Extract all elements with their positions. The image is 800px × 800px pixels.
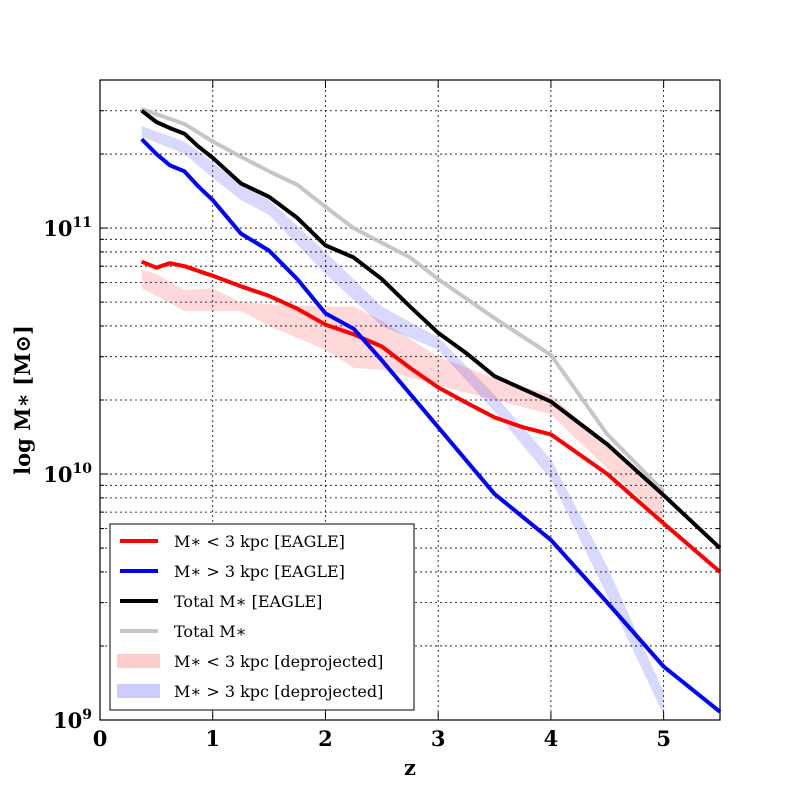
legend-label: M∗ > 3 kpc [EAGLE]: [174, 562, 345, 581]
axes-frame: [99, 79, 721, 721]
x-tick-label: 5: [656, 726, 671, 751]
legend-label: Total M∗ [EAGLE]: [174, 592, 322, 611]
legend-label: M∗ > 3 kpc [deprojected]: [174, 682, 383, 701]
series-line-total-eagle: [140, 109, 722, 550]
y-tick-label: 109: [53, 707, 92, 733]
legend: M∗ < 3 kpc [EAGLE] M∗ > 3 kpc [EAGLE] Tota…: [109, 523, 415, 711]
x-tick-label: 4: [544, 726, 559, 751]
y-axis-label: log M∗ [M⊙]: [10, 325, 35, 475]
y-tick-label: 1011: [43, 215, 92, 241]
y-tick-label: 1010: [43, 461, 92, 487]
series-line-inner-eagle: [140, 259, 722, 574]
band-inner-deprojected: [141, 269, 664, 521]
x-tick-label: 1: [205, 726, 220, 751]
legend-box: [109, 523, 415, 711]
x-axis-label: z: [404, 755, 416, 780]
legend-label: M∗ < 3 kpc [EAGLE]: [174, 532, 345, 551]
legend-swatch: [117, 684, 160, 698]
series-line-total: [141, 107, 666, 493]
x-tick-label: 3: [431, 726, 446, 751]
legend-label: Total M∗: [174, 622, 247, 641]
x-tick-label: 0: [93, 726, 108, 751]
legend-swatch: [117, 654, 160, 668]
series-line-outer-eagle: [140, 137, 722, 714]
legend-label: M∗ < 3 kpc [deprojected]: [174, 652, 383, 671]
x-tick-label: 2: [318, 726, 333, 751]
